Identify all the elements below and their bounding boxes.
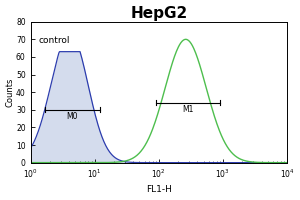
Text: M1: M1 xyxy=(182,105,193,114)
Title: HepG2: HepG2 xyxy=(130,6,188,21)
Text: M0: M0 xyxy=(67,112,78,121)
X-axis label: FL1-H: FL1-H xyxy=(146,185,172,194)
Y-axis label: Counts: Counts xyxy=(6,77,15,107)
Text: control: control xyxy=(38,36,70,45)
